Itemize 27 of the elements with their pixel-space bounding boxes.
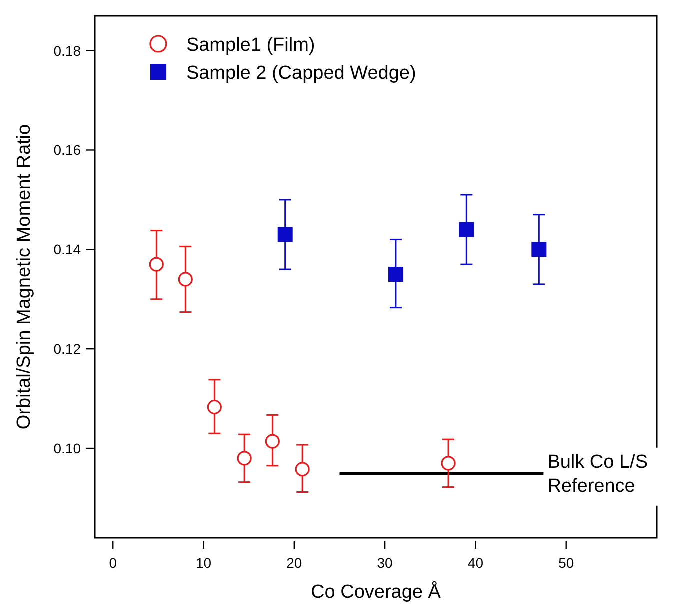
x-axis-title: Co Coverage Å bbox=[311, 581, 442, 603]
y-axis-title: Orbital/Spin Magnetic Moment Ratio bbox=[14, 124, 35, 430]
point bbox=[278, 227, 293, 242]
legend-label: Sample1 (Film) bbox=[186, 35, 316, 56]
point bbox=[441, 456, 456, 471]
x-tick-label: 20 bbox=[286, 555, 302, 571]
point bbox=[388, 267, 404, 282]
x-tick-label: 30 bbox=[377, 555, 394, 571]
point bbox=[265, 434, 280, 449]
point bbox=[178, 272, 193, 287]
x-tick-label: 40 bbox=[468, 555, 484, 571]
y-tick-label: 0.10 bbox=[54, 440, 82, 457]
y-tick-label: 0.16 bbox=[54, 142, 82, 158]
y-tick-label: 0.12 bbox=[54, 341, 82, 358]
x-tick-label: 10 bbox=[196, 555, 212, 571]
x-tick-label: 0 bbox=[109, 555, 118, 571]
point bbox=[295, 462, 310, 477]
point bbox=[532, 242, 547, 258]
point bbox=[207, 400, 222, 415]
legend-label: Sample 2 (Capped Wedge) bbox=[186, 63, 416, 84]
y-tick-label: 0.18 bbox=[54, 42, 82, 59]
y-tick-label: 0.14 bbox=[54, 242, 82, 258]
point bbox=[149, 257, 164, 272]
point bbox=[459, 222, 474, 238]
x-tick-label: 50 bbox=[558, 555, 574, 571]
series-label: Bulk Co L/S Reference bbox=[548, 452, 648, 497]
point bbox=[237, 451, 252, 466]
